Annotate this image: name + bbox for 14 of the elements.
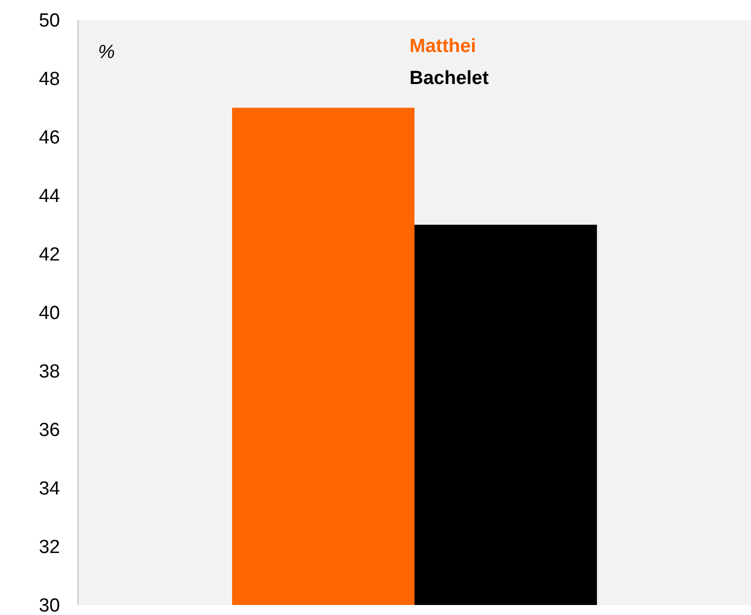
y-tick-label: 42 <box>38 244 60 266</box>
y-tick-label: 44 <box>38 186 60 208</box>
y-tick-label: 46 <box>38 128 60 149</box>
text: Matthei <box>410 36 476 57</box>
y-tick-label: 50 <box>38 10 60 32</box>
y-tick-label: 32 <box>38 537 60 558</box>
y-tick-label: 40 <box>38 303 60 324</box>
y-tick-label: 38 <box>38 362 60 383</box>
y-tick-label: 34 <box>38 478 60 500</box>
y-tick-label: 48 <box>38 69 60 90</box>
text: Bachelet <box>410 68 490 89</box>
y-axis-title: % <box>98 42 115 63</box>
y-tick-label: 36 <box>38 420 60 442</box>
y-tick-label: 30 <box>38 596 60 615</box>
